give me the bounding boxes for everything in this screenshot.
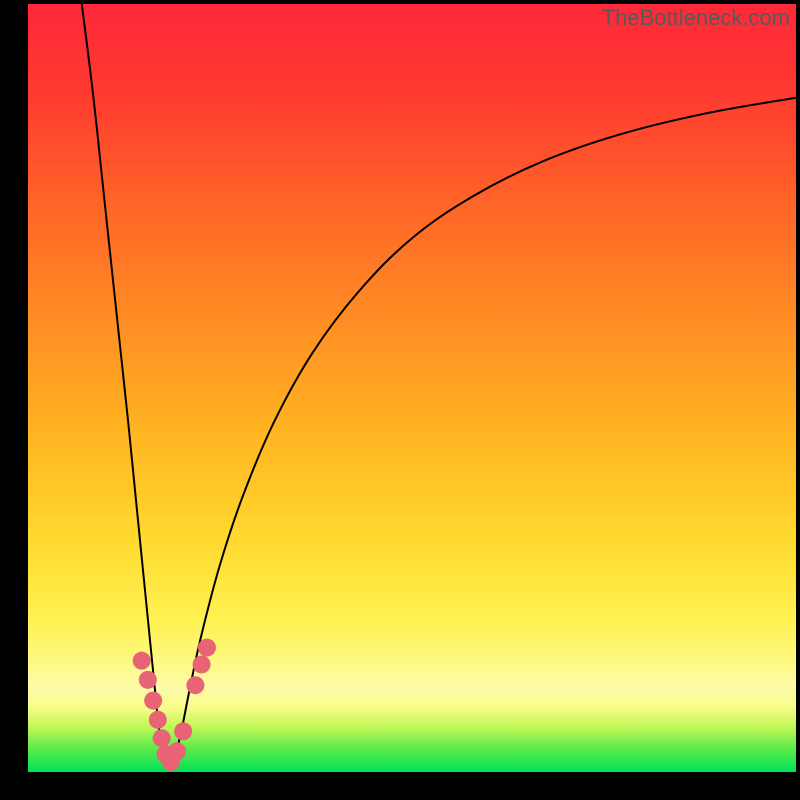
data-marker [193, 655, 211, 673]
data-marker [149, 711, 167, 729]
data-marker [144, 692, 162, 710]
data-marker [198, 639, 216, 657]
data-marker [133, 652, 151, 670]
data-marker [186, 676, 204, 694]
watermark-text: TheBottleneck.com [602, 5, 790, 31]
data-marker [153, 729, 171, 747]
plot-svg [28, 4, 796, 772]
plot-area [28, 4, 796, 772]
data-marker [168, 742, 186, 760]
data-marker [174, 722, 192, 740]
data-marker [139, 671, 157, 689]
